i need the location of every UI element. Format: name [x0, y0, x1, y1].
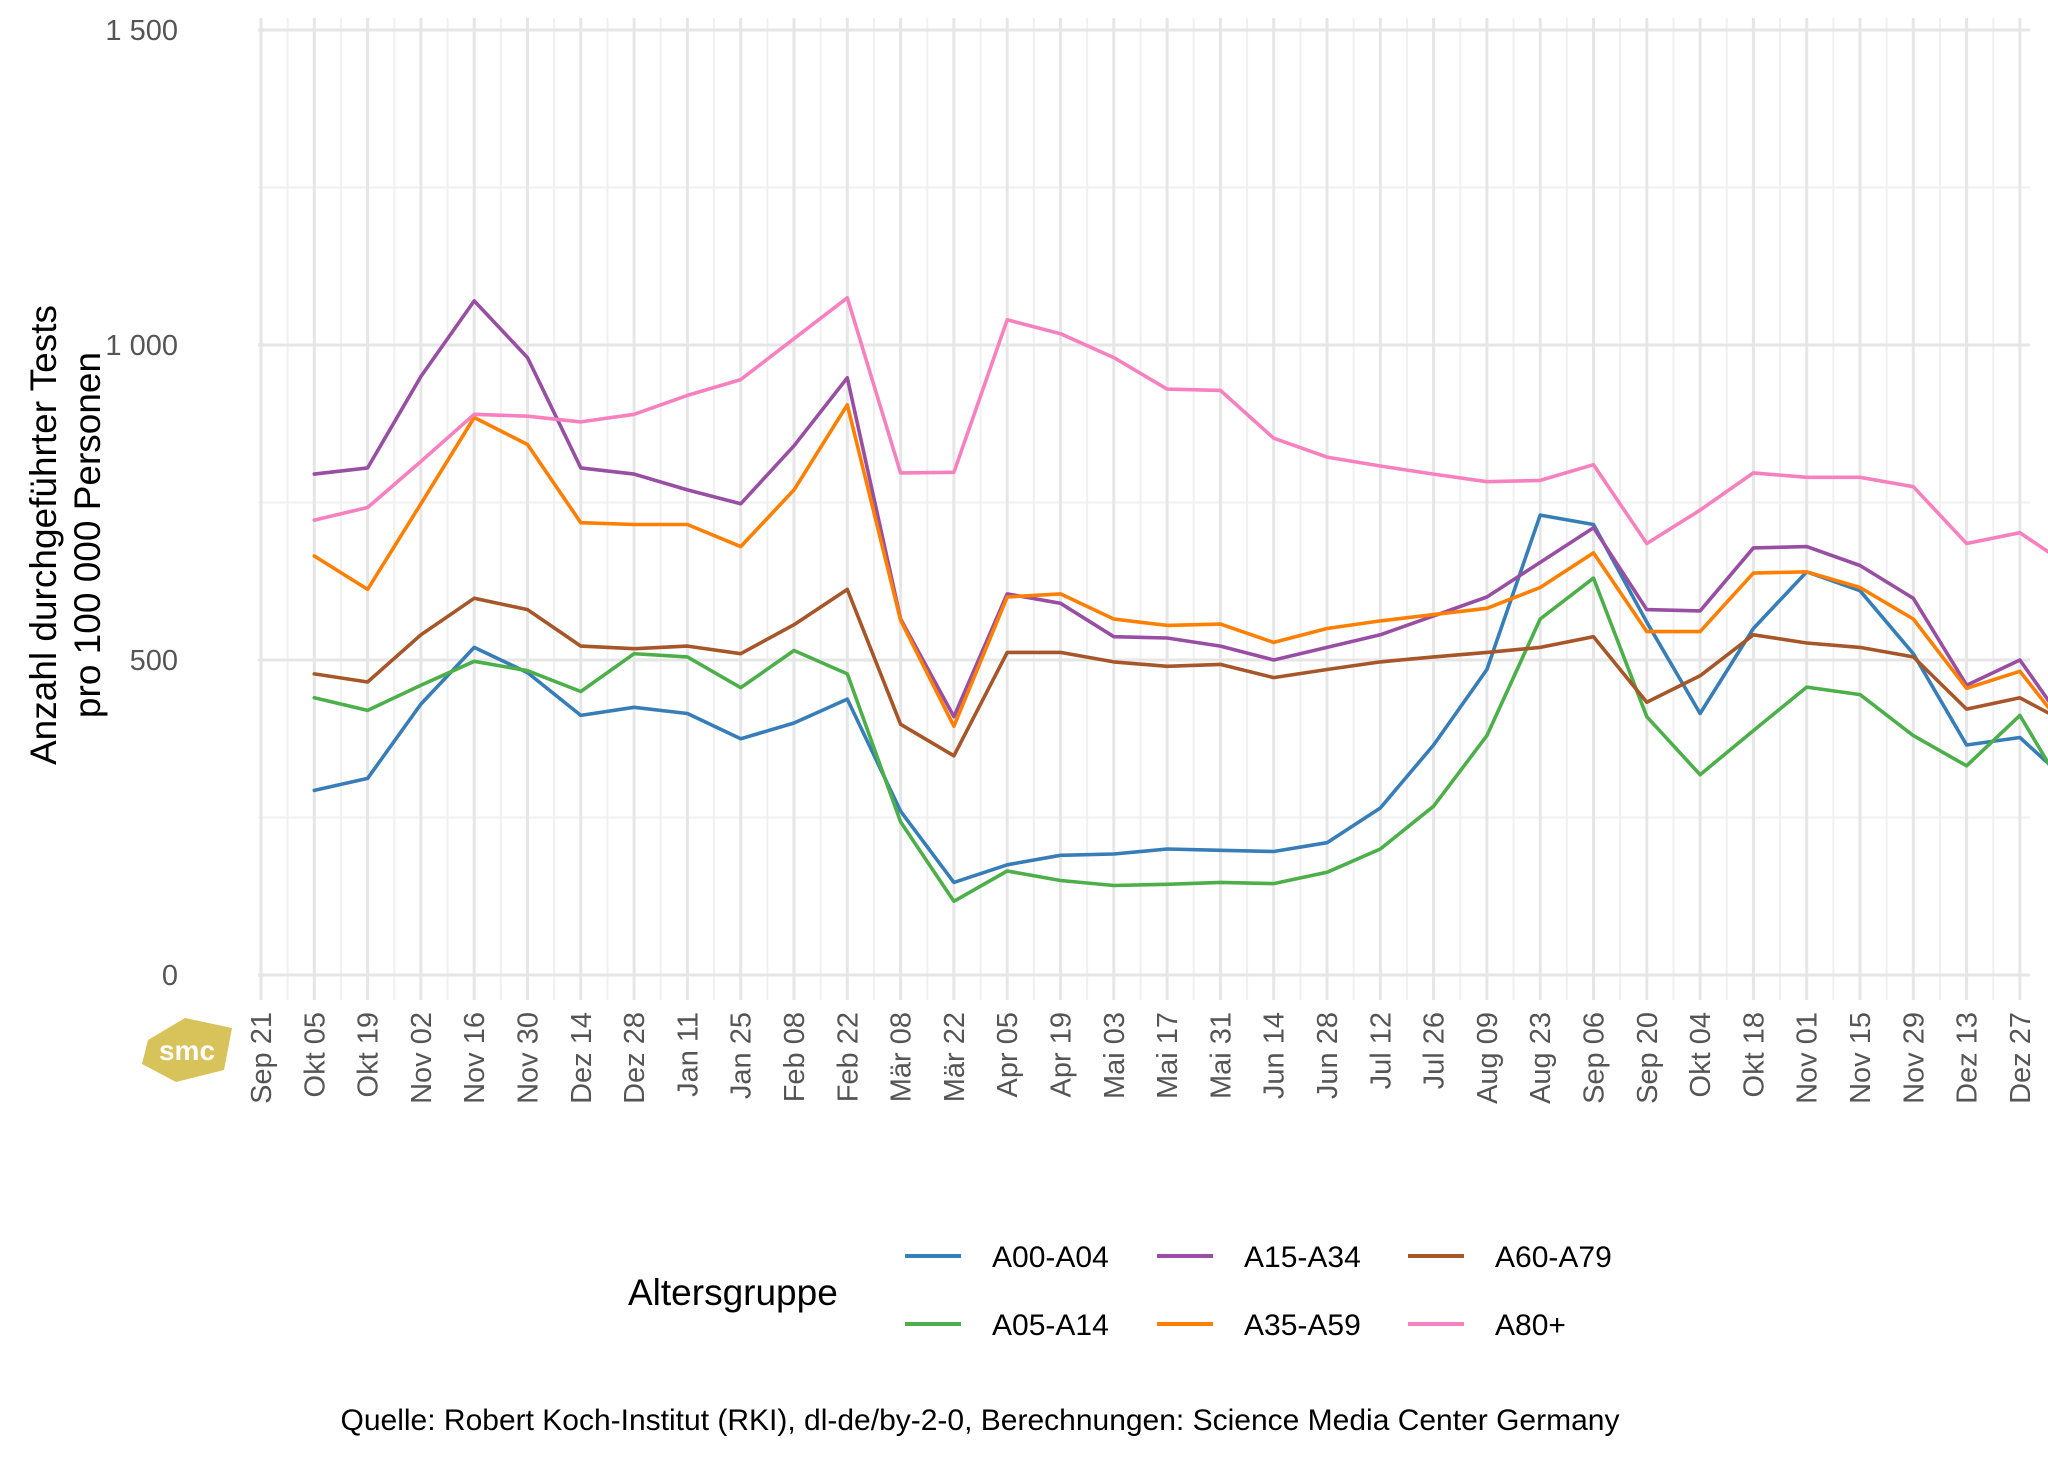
- x-tick-label: Nov 29: [1898, 1012, 1930, 1104]
- legend-item-a00-a04: A00-A04: [905, 1241, 1109, 1274]
- series-line-a35-a59: [312, 402, 2048, 729]
- x-tick-label: Jan 25: [726, 1012, 758, 1099]
- chart-caption: Quelle: Robert Koch-Institut (RKI), dl-d…: [341, 1404, 1620, 1437]
- x-tick-label: Okt 19: [353, 1012, 385, 1097]
- x-tick-label: Jun 14: [1259, 1012, 1291, 1099]
- x-tick-label: Dez 13: [1952, 1012, 1984, 1104]
- legend-label: A15-A34: [1244, 1241, 1361, 1274]
- x-tick-label: Jun 28: [1312, 1012, 1344, 1099]
- y-axis-title: Anzahl durchgeführter Tests pro 100 000 P…: [23, 305, 108, 765]
- legend-item-a15-a34: A15-A34: [1157, 1241, 1361, 1274]
- x-tick-label: Sep 20: [1632, 1012, 1664, 1104]
- x-tick-label: Apr 19: [1046, 1012, 1078, 1097]
- x-tick-label: Nov 02: [406, 1012, 438, 1104]
- x-tick-label: Mai 17: [1152, 1012, 1184, 1099]
- smc-logo-text: smc: [159, 1035, 215, 1066]
- x-tick-label: Okt 04: [1685, 1012, 1717, 1097]
- y-axis-title-line: Anzahl durchgeführter Tests: [23, 305, 64, 765]
- legend-item-a80+: A80+: [1408, 1309, 1566, 1342]
- y-tick-label: 1 500: [105, 15, 178, 47]
- legend-label: A60-A79: [1495, 1241, 1612, 1274]
- x-tick-label: Apr 05: [992, 1012, 1024, 1097]
- x-tick-label: Nov 01: [1792, 1012, 1824, 1104]
- legend-label: A35-A59: [1244, 1309, 1361, 1342]
- x-tick-label: Feb 08: [779, 1012, 811, 1102]
- y-axis-title-line: pro 100 000 Personen: [67, 352, 108, 718]
- x-tick-label: Sep 21: [246, 1012, 278, 1104]
- x-tick-label: Nov 15: [1845, 1012, 1877, 1104]
- series-line-a05-a14: [312, 576, 2048, 904]
- x-tick-label: Okt 18: [1738, 1012, 1770, 1097]
- y-tick-label: 1 000: [105, 330, 178, 362]
- x-tick-label: Jan 11: [672, 1012, 704, 1097]
- x-tick-label: Okt 05: [299, 1012, 331, 1097]
- legend-item-a05-a14: A05-A14: [905, 1309, 1109, 1342]
- x-tick-label: Mai 31: [1205, 1012, 1237, 1099]
- legend-item-a60-a79: A60-A79: [1408, 1241, 1612, 1274]
- x-tick-label: Aug 09: [1472, 1012, 1504, 1104]
- x-tick-label: Jul 26: [1419, 1012, 1451, 1089]
- y-tick-label: 500: [130, 645, 178, 677]
- x-tick-label: Feb 22: [832, 1012, 864, 1102]
- x-tick-label: Sep 06: [1579, 1012, 1611, 1104]
- legend: Altersgruppe A00-A04 A05-A14 A15-A34 A35-A59…: [628, 1241, 1612, 1342]
- x-tick-label: Aug 23: [1525, 1012, 1557, 1104]
- legend-label: A00-A04: [992, 1241, 1109, 1274]
- series-lines: [312, 295, 2048, 904]
- legend-label: A80+: [1495, 1309, 1566, 1342]
- legend-label: A05-A14: [992, 1309, 1109, 1342]
- x-tick-label: Mai 03: [1099, 1012, 1131, 1099]
- y-axis-ticks: 0 500 1 000 1 500: [105, 15, 178, 992]
- y-tick-label: 0: [162, 960, 178, 992]
- series-line-a80+: [312, 295, 2048, 554]
- x-tick-label: Mär 08: [886, 1012, 918, 1102]
- series-line-a15-a34: [312, 299, 2048, 719]
- legend-item-a35-a59: A35-A59: [1157, 1309, 1361, 1342]
- x-tick-label: Mär 22: [939, 1012, 971, 1102]
- x-tick-label: Nov 30: [513, 1012, 545, 1104]
- x-tick-label: Dez 27: [2005, 1012, 2037, 1104]
- smc-logo: smc: [142, 1018, 232, 1082]
- x-axis-ticks: Sep 21 Okt 05 Okt 19 Nov 02 Nov 16 Nov 30 Dez …: [246, 1012, 2037, 1104]
- legend-title: Altersgruppe: [628, 1272, 838, 1313]
- x-tick-label: Jul 12: [1365, 1012, 1397, 1089]
- series-line-a00-a04: [312, 513, 2048, 885]
- x-tick-label: Dez 14: [566, 1012, 598, 1104]
- x-tick-label: Dez 28: [619, 1012, 651, 1104]
- x-tick-label: Nov 16: [459, 1012, 491, 1104]
- series-line-a60-a79: [312, 587, 2048, 758]
